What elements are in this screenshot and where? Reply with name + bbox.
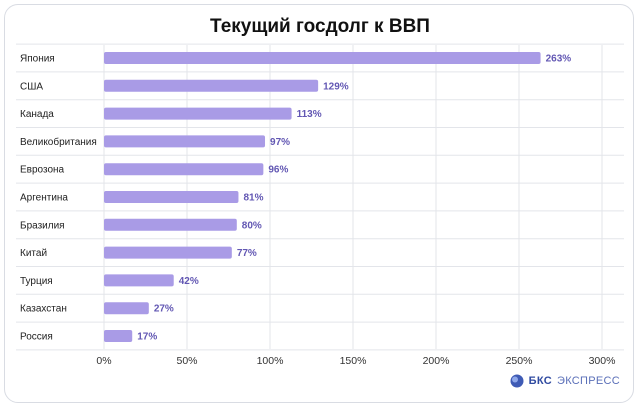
- bar: [104, 274, 174, 287]
- bks-logo-icon: [510, 374, 524, 388]
- value-label: 81%: [243, 193, 263, 204]
- category-label: Россия: [20, 332, 53, 343]
- category-label: Канада: [20, 109, 54, 120]
- category-label: Бразилия: [20, 220, 65, 231]
- x-tick-label: 50%: [176, 355, 197, 367]
- bar: [104, 246, 232, 259]
- bar: [104, 218, 237, 231]
- labels: 0% 50% 100% 150% 200% 250% 300% Япония 263% США 12…: [20, 54, 615, 368]
- category-label: Еврозона: [20, 165, 65, 176]
- grid-lines: [16, 43, 624, 351]
- x-tick-label: 100%: [257, 355, 284, 367]
- bar: [104, 135, 266, 148]
- category-label: США: [20, 81, 43, 92]
- category-label: Япония: [20, 54, 55, 65]
- bars: [104, 52, 541, 342]
- bar: [104, 330, 133, 342]
- category-label: Турция: [20, 276, 53, 287]
- x-tick-label: 250%: [506, 355, 533, 367]
- bar: [104, 302, 149, 315]
- brand-name-bold: БКС: [528, 375, 552, 387]
- chart-title: Текущий госдолг к ВВП: [210, 16, 430, 37]
- category-label: Великобритания: [20, 136, 97, 148]
- x-tick-label: 300%: [589, 355, 616, 367]
- bar: [104, 163, 264, 176]
- category-label: Аргентина: [20, 193, 68, 204]
- x-tick-label: 0%: [96, 355, 111, 367]
- x-tick-label: 200%: [423, 355, 450, 367]
- value-label: 113%: [297, 109, 322, 120]
- bar: [104, 107, 292, 120]
- brand-logo: БКС ЭКСПРЕСС: [510, 374, 620, 388]
- value-label: 42%: [179, 276, 199, 287]
- bar: [104, 191, 239, 203]
- value-label: 263%: [546, 54, 572, 65]
- value-label: 17%: [137, 332, 157, 343]
- bar: [104, 79, 319, 92]
- value-label: 97%: [270, 137, 290, 148]
- value-label: 96%: [268, 165, 288, 176]
- bar: [104, 52, 541, 64]
- value-label: 77%: [237, 248, 257, 259]
- brand-name-rest: ЭКСПРЕСС: [556, 375, 620, 387]
- category-label: Китай: [20, 248, 47, 259]
- category-label: Казахстан: [20, 304, 67, 315]
- x-tick-label: 150%: [340, 355, 367, 367]
- value-label: 27%: [154, 304, 174, 315]
- value-label: 129%: [323, 81, 349, 92]
- value-label: 80%: [242, 220, 262, 231]
